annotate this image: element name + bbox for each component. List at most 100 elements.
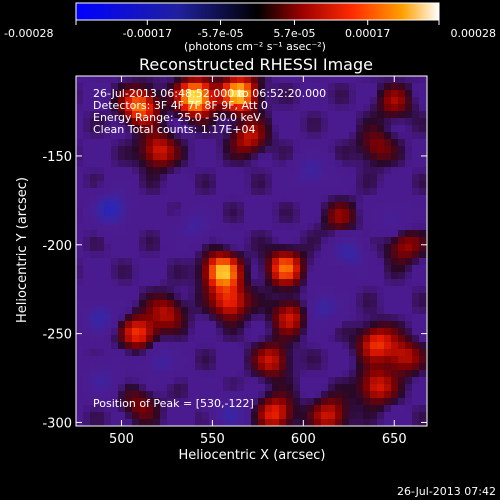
heatmap-cell — [244, 167, 251, 174]
heatmap-cell — [237, 251, 244, 258]
heatmap-cell — [391, 181, 398, 188]
heatmap-cell — [328, 139, 335, 146]
heatmap-cell — [293, 251, 300, 258]
heatmap-cell — [342, 349, 349, 356]
heatmap-cell — [125, 377, 132, 384]
heatmap-cell — [356, 160, 363, 167]
heatmap-cell — [335, 223, 342, 230]
heatmap-cell — [146, 188, 153, 195]
heatmap-cell — [125, 146, 132, 153]
heatmap-cell — [167, 419, 174, 426]
heatmap-cell — [202, 188, 209, 195]
heatmap-cell — [111, 174, 118, 181]
heatmap-cell — [419, 104, 426, 111]
heatmap-cell — [279, 139, 286, 146]
heatmap-cell — [76, 237, 83, 244]
heatmap-cell — [328, 167, 335, 174]
heatmap-cell — [286, 405, 293, 412]
heatmap-cell — [293, 132, 300, 139]
heatmap-cell — [321, 139, 328, 146]
heatmap-cell — [391, 244, 398, 251]
heatmap-cell — [356, 244, 363, 251]
annotation-clean-counts: Clean Total counts: 1.17E+04 — [93, 123, 256, 136]
heatmap-cell — [139, 202, 146, 209]
heatmap-cell — [377, 405, 384, 412]
heatmap-cell — [335, 209, 342, 216]
heatmap-cell — [307, 125, 314, 132]
heatmap-cell — [279, 314, 286, 321]
heatmap-cell — [216, 251, 223, 258]
heatmap-cell — [125, 321, 132, 328]
heatmap-cell — [258, 181, 265, 188]
heatmap-cell — [111, 307, 118, 314]
heatmap-cell — [244, 188, 251, 195]
heatmap-cell — [370, 139, 377, 146]
heatmap-cell — [83, 125, 90, 132]
heatmap-cell — [160, 216, 167, 223]
heatmap-cell — [160, 377, 167, 384]
heatmap-cell — [265, 216, 272, 223]
heatmap-cell — [160, 272, 167, 279]
heatmap-cell — [300, 300, 307, 307]
heatmap-cell — [181, 90, 188, 97]
heatmap-cell — [293, 419, 300, 426]
heatmap-cell — [419, 370, 426, 377]
heatmap-cell — [244, 251, 251, 258]
heatmap-cell — [230, 335, 237, 342]
heatmap-cell — [146, 76, 153, 83]
heatmap-cell — [272, 279, 279, 286]
heatmap-cell — [314, 174, 321, 181]
heatmap-cell — [356, 230, 363, 237]
heatmap-cell — [230, 90, 237, 97]
heatmap-cell — [244, 342, 251, 349]
heatmap-cell — [90, 279, 97, 286]
heatmap-cell — [391, 209, 398, 216]
heatmap-cell — [405, 314, 412, 321]
heatmap-cell — [377, 244, 384, 251]
heatmap-cell — [146, 405, 153, 412]
heatmap-cell — [258, 307, 265, 314]
heatmap-cell — [244, 321, 251, 328]
heatmap-cell — [307, 146, 314, 153]
heatmap-cell — [279, 328, 286, 335]
heatmap-cell — [300, 412, 307, 419]
heatmap-cell — [363, 174, 370, 181]
heatmap-cell — [125, 384, 132, 391]
heatmap-cell — [405, 230, 412, 237]
heatmap-cell — [349, 139, 356, 146]
heatmap-cell — [342, 237, 349, 244]
heatmap-cell — [244, 293, 251, 300]
heatmap-cell — [223, 405, 230, 412]
heatmap-cell — [146, 181, 153, 188]
heatmap-cell — [370, 174, 377, 181]
heatmap-cell — [104, 328, 111, 335]
heatmap-cell — [363, 258, 370, 265]
heatmap-cell — [405, 202, 412, 209]
heatmap-cell — [139, 111, 146, 118]
heatmap-cell — [321, 188, 328, 195]
heatmap-cell — [251, 244, 258, 251]
heatmap-cell — [342, 412, 349, 419]
heatmap-cell — [384, 356, 391, 363]
heatmap-cell — [419, 272, 426, 279]
heatmap-cell — [181, 237, 188, 244]
heatmap-cell — [370, 146, 377, 153]
heatmap-cell — [223, 167, 230, 174]
heatmap-cell — [167, 216, 174, 223]
heatmap-cell — [139, 286, 146, 293]
heatmap-cell — [132, 363, 139, 370]
heatmap-cell — [391, 363, 398, 370]
heatmap-cell — [104, 195, 111, 202]
heatmap-cell — [83, 272, 90, 279]
heatmap-cell — [272, 153, 279, 160]
heatmap-cell — [342, 272, 349, 279]
heatmap-cell — [125, 139, 132, 146]
heatmap-cell — [125, 370, 132, 377]
heatmap-cell — [363, 216, 370, 223]
heatmap-cell — [223, 321, 230, 328]
heatmap-cell — [104, 307, 111, 314]
heatmap-cell — [188, 356, 195, 363]
heatmap-cell — [146, 286, 153, 293]
heatmap-cell — [398, 132, 405, 139]
heatmap-cell — [237, 83, 244, 90]
